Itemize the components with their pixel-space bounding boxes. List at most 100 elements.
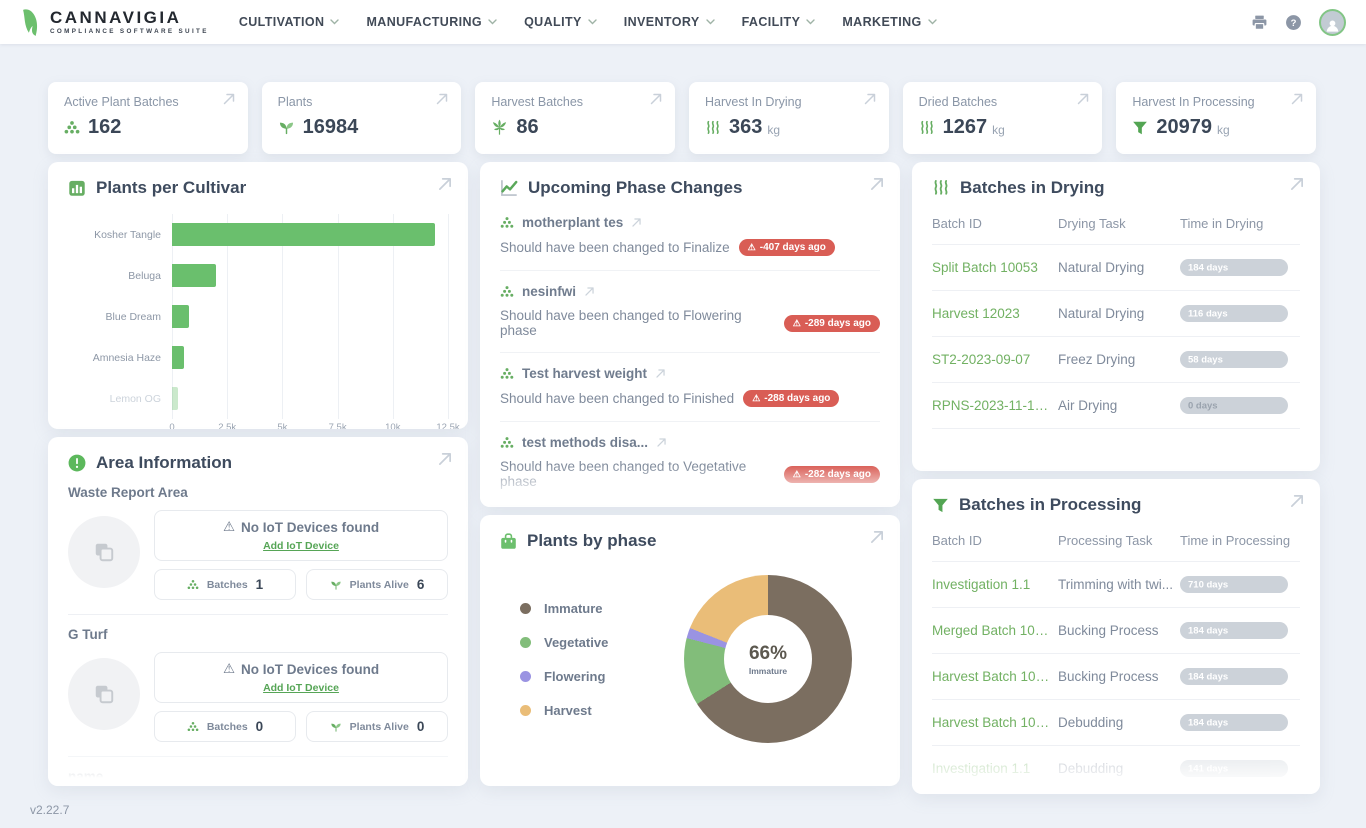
panel-title: Plants by phase [527, 531, 657, 550]
bar-kosher-tangle [172, 214, 448, 255]
batch-id-link[interactable]: Harvest Batch 100... [932, 715, 1052, 730]
stat-cards-row: Active Plant Batches 162 Plants 16984 Ha… [48, 82, 1316, 154]
donut-center-label: Immature [748, 665, 788, 676]
overdue-badge: ⚠ -288 days ago [743, 390, 840, 407]
area-name: name [68, 769, 104, 784]
task-cell: Bucking Process [1058, 623, 1159, 638]
legend-item-vegetative: Vegetative [520, 635, 684, 650]
table-row: Split Batch 10053 Natural Drying 184 day… [932, 245, 1300, 291]
iot-devices-box: ⚠ No IoT Devices found Add IoT Device [154, 652, 448, 703]
waves-icon [705, 120, 721, 136]
stat-unit: kg [1216, 123, 1230, 137]
bar-amnesia-haze [172, 337, 448, 378]
table-row: ST2-2023-09-07 Freez Drying 58 days [932, 337, 1300, 383]
expand-arrow-icon[interactable] [222, 92, 236, 111]
help-icon[interactable]: ? [1285, 14, 1302, 31]
stat-value: 86 [516, 116, 539, 138]
panel-title: Batches in Drying [960, 178, 1105, 197]
batch-id-link[interactable]: Merged Batch 10054 [932, 623, 1052, 638]
batch-id-link[interactable]: Harvest Batch 100... [932, 669, 1052, 684]
stat-card: Harvest In Processing 20979 kg [1116, 82, 1316, 154]
time-progress-bar: 184 days [1180, 714, 1288, 731]
bar-category-label: Beluga [128, 269, 161, 282]
expand-arrow-icon[interactable] [649, 92, 663, 111]
time-label: 141 days [1188, 763, 1229, 774]
expand-arrow-icon[interactable] [1290, 92, 1304, 111]
user-avatar[interactable] [1319, 8, 1346, 36]
nav-item-manufacturing[interactable]: MANUFACTURING [366, 15, 497, 29]
task-cell: Debudding [1058, 761, 1124, 776]
external-link-icon[interactable] [584, 286, 595, 297]
nav-item-facility[interactable]: FACILITY [742, 15, 816, 29]
phase-change-item: test Should have been changed to ⚠ [500, 504, 880, 507]
batch-id-link[interactable]: RPNS-2023-11-10-H [932, 398, 1052, 413]
task-cell: Natural Drying [1058, 260, 1145, 275]
batch-cluster-icon [500, 285, 514, 299]
batch-name-link[interactable]: motherplant tes [522, 215, 624, 230]
add-iot-device-link[interactable]: Add IoT Device [263, 682, 339, 694]
batch-id-link[interactable]: ST2-2023-09-07 [932, 352, 1031, 367]
column-header: Drying Task [1058, 216, 1126, 231]
nav-right-actions: ? [1251, 8, 1346, 36]
nav-item-quality[interactable]: QUALITY [524, 15, 597, 29]
bar-category-label: Kosher Tangle [94, 228, 161, 241]
panel-title: Plants per Cultivar [96, 178, 247, 197]
batch-id-link[interactable]: Harvest 12023 [932, 306, 1020, 321]
area-name: Waste Report Area [68, 485, 188, 500]
stat-label: Plants [277, 95, 313, 109]
expand-arrow-icon[interactable] [1076, 92, 1090, 111]
column-header: Batch ID [932, 216, 982, 231]
time-progress-bar: 141 days [1180, 760, 1288, 777]
processing-table-header: Batch ID Processing Task Time in Process… [932, 515, 1300, 562]
add-iot-device-link[interactable]: Add IoT Device [263, 540, 339, 552]
drying-table-body: Split Batch 10053 Natural Drying 184 day… [932, 245, 1300, 429]
dashboard-grid: Plants per Cultivar Kosher Tangle Beluga B… [0, 162, 1366, 794]
phase-change-item: nesinfwi Should have been changed to Flo… [500, 271, 880, 353]
time-label: 184 days [1188, 262, 1229, 273]
expand-arrow-icon[interactable] [869, 176, 885, 197]
area-block: Waste Report Area ⚠ No IoT Devices found … [68, 485, 448, 615]
iot-devices-box: ⚠ No IoT Devices found Add IoT Device [154, 510, 448, 561]
expand-arrow-icon[interactable] [1289, 493, 1305, 514]
warning-icon: ⚠ [792, 317, 801, 328]
areas-list: Waste Report Area ⚠ No IoT Devices found … [68, 485, 448, 786]
batch-name-link[interactable]: Test harvest weight [522, 366, 648, 381]
task-cell: Natural Drying [1058, 306, 1145, 321]
external-link-icon[interactable] [656, 437, 667, 448]
time-progress-bar: 184 days [1180, 668, 1288, 685]
expand-arrow-icon[interactable] [863, 92, 877, 111]
bar-beluga [172, 255, 448, 296]
bar-category-label: Lemon OG [109, 392, 161, 405]
legend-label: Harvest [544, 702, 592, 718]
external-link-icon[interactable] [631, 217, 642, 228]
nav-item-marketing[interactable]: MARKETING [842, 15, 937, 29]
cultivar-bar-chart: Kosher Tangle Beluga Blue Dream Amnesia Haz… [68, 214, 460, 429]
expand-arrow-icon[interactable] [869, 529, 885, 550]
app-logo[interactable]: CANNAVIGIA COMPLIANCE SOFTWARE SUITE [20, 8, 209, 36]
area-image-placeholder [68, 658, 140, 730]
phase-change-item: motherplant tes Should have been changed… [500, 202, 880, 271]
expand-arrow-icon[interactable] [437, 176, 453, 197]
task-cell: Freez Drying [1058, 352, 1136, 367]
batch-cluster-icon [500, 436, 514, 450]
batch-id-link[interactable]: Investigation 1.1 [932, 577, 1031, 592]
stat-value: 20979 [1156, 116, 1212, 138]
bar-blue-dream [172, 296, 448, 337]
nav-item-inventory[interactable]: INVENTORY [624, 15, 715, 29]
batch-name-link[interactable]: test methods disa... [522, 435, 649, 450]
overdue-badge: ⚠ -282 days ago [783, 465, 880, 483]
batch-name-link[interactable]: nesinfwi [522, 284, 577, 299]
batch-id-link[interactable]: Split Batch 10053 [932, 260, 1038, 275]
legend-label: Flowering [544, 668, 606, 684]
expand-arrow-icon[interactable] [437, 451, 453, 472]
print-icon[interactable] [1251, 14, 1268, 31]
time-progress-bar: 116 days [1180, 305, 1288, 322]
external-link-icon[interactable] [655, 368, 666, 379]
plants-alive-stat: Plants Alive 6 [306, 569, 448, 600]
nav-item-cultivation[interactable]: CULTIVATION [239, 15, 340, 29]
expand-arrow-icon[interactable] [1289, 176, 1305, 197]
batch-id-link[interactable]: Investigation 1.1 [932, 761, 1031, 776]
area-image-placeholder [68, 516, 140, 588]
expand-arrow-icon[interactable] [435, 92, 449, 111]
task-cell: Debudding [1058, 715, 1124, 730]
